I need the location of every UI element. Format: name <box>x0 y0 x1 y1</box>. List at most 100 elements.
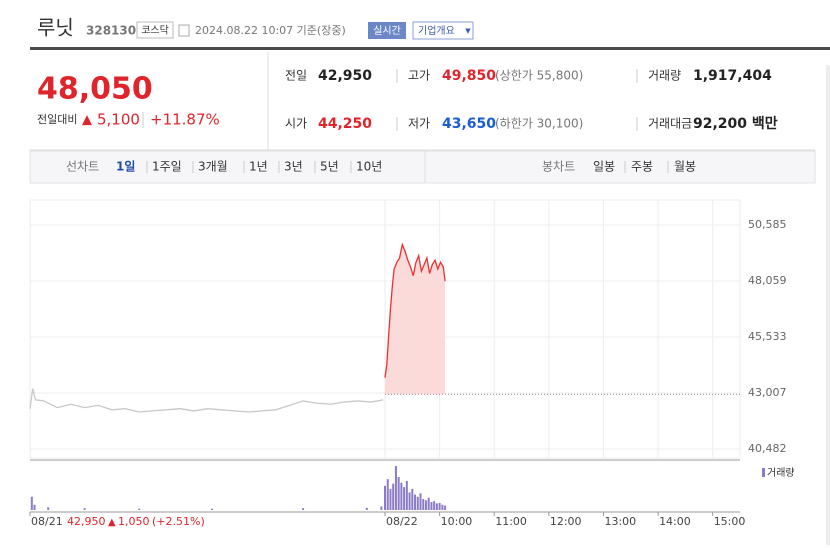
period-tab[interactable]: 3년 <box>284 160 303 174</box>
volume-bar <box>302 508 305 510</box>
dropdown-arrow[interactable]: ▼ <box>465 27 471 35</box>
price-line <box>384 242 446 378</box>
volume-bar <box>365 507 368 510</box>
stock-name: 루닛 <box>37 16 74 40</box>
area <box>385 244 446 395</box>
x-tick-label: 08/22 <box>386 515 418 528</box>
company-info-button[interactable] <box>412 21 474 40</box>
x-tick-label: 15:00 <box>714 515 746 528</box>
period-tab[interactable]: 3개월 <box>198 160 228 174</box>
stock-code: 328130 <box>86 24 136 38</box>
volume-bar <box>424 500 427 510</box>
tab-bar <box>29 150 816 184</box>
volume-bar <box>411 488 414 510</box>
x-tick-label: 08/21 <box>31 515 63 528</box>
quote-note: (상한가 55,800) <box>495 69 583 83</box>
volume-bar <box>433 501 436 510</box>
volume-bar <box>430 502 433 510</box>
market-box <box>136 21 174 39</box>
volume-bar <box>400 482 403 510</box>
timestamp: 2024.08.22 10:07 기준(장중) <box>195 24 346 37</box>
change: 5,100 <box>97 111 140 129</box>
quote-label: 시가 <box>285 117 307 131</box>
volume-bar <box>389 488 392 510</box>
volume-bar <box>397 477 400 510</box>
volume-bar <box>427 497 430 510</box>
x-tick-label: 12:00 <box>550 515 582 528</box>
quote-note: (하한가 30,100) <box>495 117 583 131</box>
y-tick-label: 48,059 <box>748 274 787 287</box>
volume-bar <box>422 499 425 510</box>
doc-icon <box>178 24 190 37</box>
x-tick-label: 14:00 <box>659 515 691 528</box>
volume-legend-swatch <box>762 468 765 477</box>
realtime[interactable]: 실시간 <box>373 25 401 37</box>
volume-bar <box>33 504 36 510</box>
quote-value: 92,200 백만 <box>693 116 778 132</box>
change-label: 전일대비 <box>37 112 77 126</box>
x-tick-label: 13:00 <box>604 515 636 528</box>
volume-bar <box>83 508 86 510</box>
period-tab[interactable]: 1년 <box>249 160 268 174</box>
market: 코스닥 <box>141 25 169 37</box>
volume-bar <box>403 487 406 510</box>
y-tick-label: 50,585 <box>748 218 787 231</box>
y-tick-label: 45,533 <box>748 330 787 343</box>
prev-close: 42,950 <box>67 515 106 528</box>
volume-bar <box>138 508 141 510</box>
volume-bar <box>419 493 422 510</box>
candle-tab[interactable]: 주봉 <box>631 160 653 174</box>
quote-value: 1,917,404 <box>693 68 772 84</box>
period-tab[interactable]: 10년 <box>356 160 382 174</box>
candle-chart-label: 봉차트 <box>542 160 575 174</box>
volume-bar <box>30 496 33 510</box>
side-panel <box>826 65 830 545</box>
quote-value: 42,950 <box>318 68 372 84</box>
quote-value: 43,650 <box>442 116 496 132</box>
prev-change: 1,050 <box>118 515 150 528</box>
quote-label: 전일 <box>285 69 307 83</box>
up-arrow: ▲ <box>82 113 92 128</box>
volume-bar <box>408 492 411 510</box>
volume-bar <box>47 507 50 510</box>
y-tick-label: 43,007 <box>748 386 787 399</box>
volume-bar <box>414 494 417 510</box>
volume-bar <box>394 466 397 510</box>
quote-label: 거래량 <box>648 69 681 83</box>
volume-legend: 거래량 <box>767 467 795 479</box>
period-tab[interactable]: 1주일 <box>152 160 182 174</box>
change-rate: +11.87% <box>150 111 220 129</box>
realtime-button[interactable] <box>368 22 406 39</box>
volume-bar <box>380 506 383 510</box>
quote-label: 고가 <box>408 69 430 83</box>
period-tab[interactable]: 1일 <box>116 160 135 174</box>
quote-label: 저가 <box>408 117 430 131</box>
volume-bar <box>416 496 419 510</box>
period-tab[interactable]: 5년 <box>320 160 339 174</box>
company-info[interactable]: 기업개요 <box>418 24 455 37</box>
volume-bar <box>441 504 444 510</box>
line-chart-label: 선차트 <box>66 160 99 174</box>
volume-bar <box>435 503 438 510</box>
volume-bar <box>384 485 386 510</box>
candle-tab[interactable]: 일봉 <box>593 160 615 174</box>
prev-rate: (+2.51%) <box>152 515 205 528</box>
y-tick-label: 40,482 <box>748 442 787 455</box>
price-line <box>29 388 384 413</box>
volume-bar <box>438 502 441 510</box>
header-rule <box>30 47 830 50</box>
volume-bar <box>386 479 389 510</box>
volume-bar <box>211 508 214 510</box>
quote-value: 49,850 <box>442 68 496 84</box>
quote-label: 거래대금 <box>648 117 692 131</box>
volume-bar <box>405 480 408 510</box>
price: 48,050 <box>37 72 153 107</box>
volume-bar <box>392 483 395 510</box>
candle-tab[interactable]: 월봉 <box>674 160 696 174</box>
quote-value: 44,250 <box>318 116 372 132</box>
x-tick-label: 10:00 <box>441 515 473 528</box>
x-tick-label: 11:00 <box>495 515 527 528</box>
prev-arrow: ▲ <box>108 517 116 528</box>
